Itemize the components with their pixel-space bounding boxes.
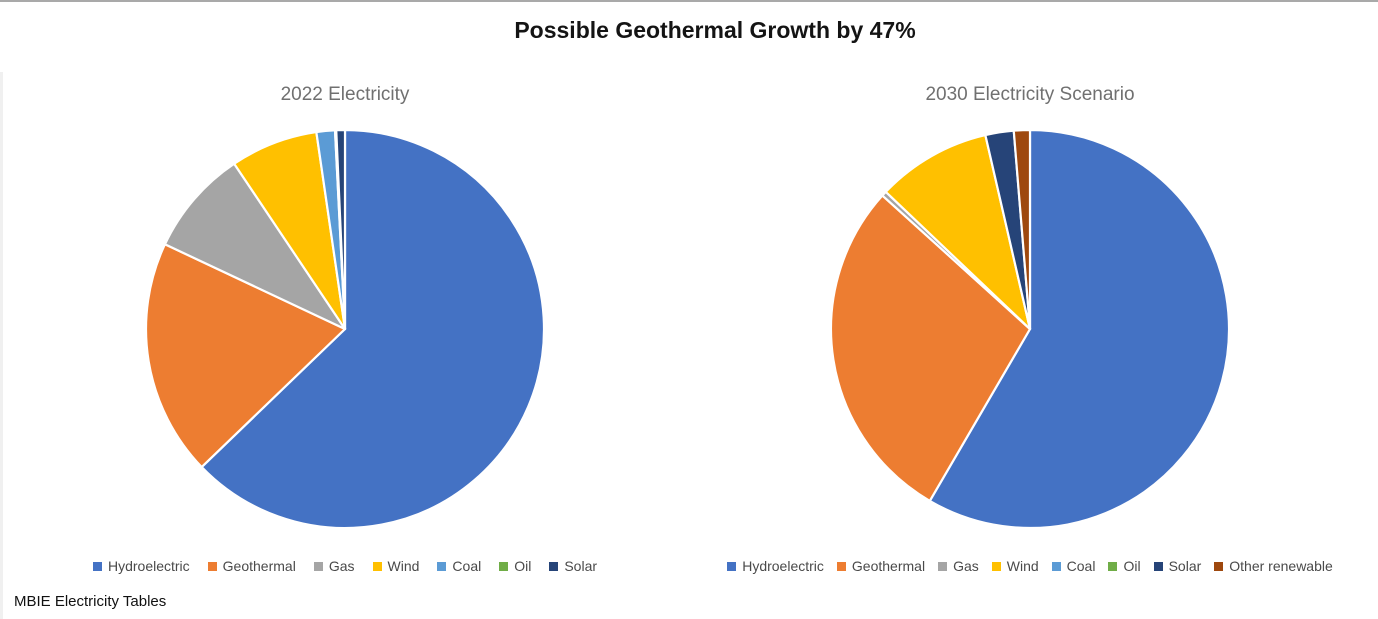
chart-title-2030: 2030 Electricity Scenario <box>925 84 1135 105</box>
legend-swatch-coal <box>1051 561 1061 571</box>
legend-label: Hydroelectric <box>107 558 190 574</box>
legend-label: Wind <box>387 558 420 574</box>
pie-slice-hydroelectric <box>200 128 546 530</box>
pie-slice-gas <box>163 162 347 331</box>
legend-label: Oil <box>1123 558 1141 574</box>
legend-label: Coal <box>1066 558 1096 574</box>
pie-chart-2030 <box>829 128 1231 530</box>
legend-2022: Hydroelectric Geothermal Gas Wind Coal Oil Sol… <box>45 556 645 576</box>
pie-chart-2022 <box>144 128 546 530</box>
legend-label: Other renewable <box>1229 558 1333 574</box>
pie-slice-geothermal <box>144 243 347 469</box>
legend-label: Solar <box>564 558 598 574</box>
pie-slice-geothermal <box>829 194 1032 503</box>
legend-label: Gas <box>328 558 355 574</box>
legend-swatch-wind <box>372 561 382 571</box>
legend-swatch-oil <box>499 561 509 571</box>
legend-label: Coal <box>452 558 482 574</box>
legend-item-wind: Wind <box>372 558 420 574</box>
legend-swatch-solar <box>1153 561 1163 571</box>
legend-item-coal: Coal <box>1051 558 1096 574</box>
legend-label: Hydroelectric <box>742 558 824 574</box>
legend-item-geothermal: Geothermal <box>836 558 926 574</box>
legend-swatch-gas <box>313 561 323 571</box>
chart-title-2022: 2022 Electricity <box>280 84 410 105</box>
legend-label: Gas <box>953 558 979 574</box>
legend-label: Solar <box>1168 558 1202 574</box>
legend-item-wind: Wind <box>991 558 1039 574</box>
pie-slice-solar <box>335 128 347 331</box>
legend-swatch-hydroelectric <box>727 561 737 571</box>
pie-slice-wind <box>884 133 1032 331</box>
legend-item-other-renewable: Other renewable <box>1214 558 1333 574</box>
page-title: Possible Geothermal Growth by 47% <box>514 17 916 43</box>
left-edge-line <box>0 72 3 619</box>
legend-item-hydroelectric: Hydroelectric <box>727 558 824 574</box>
legend-item-solar: Solar <box>1153 558 1202 574</box>
legend-item-oil: Oil <box>499 558 531 574</box>
legend-item-gas: Gas <box>938 558 979 574</box>
legend-label: Oil <box>514 558 532 574</box>
legend-swatch-geothermal <box>836 561 846 571</box>
legend-item-gas: Gas <box>313 558 355 574</box>
legend-swatch-wind <box>991 561 1001 571</box>
legend-swatch-coal <box>437 561 447 571</box>
legend-swatch-hydroelectric <box>92 561 102 571</box>
pie-slice-hydroelectric <box>928 128 1231 530</box>
legend-item-solar: Solar <box>549 558 597 574</box>
top-divider-line <box>0 0 1378 2</box>
legend-item-coal: Coal <box>437 558 481 574</box>
legend-swatch-other-renewable <box>1214 561 1224 571</box>
legend-label: Geothermal <box>222 558 296 574</box>
legend-swatch-oil <box>1108 561 1118 571</box>
legend-label: Wind <box>1006 558 1039 574</box>
legend-item-geothermal: Geothermal <box>207 558 296 574</box>
legend-item-hydroelectric: Hydroelectric <box>92 558 190 574</box>
source-note: MBIE Electricity Tables <box>14 593 167 610</box>
legend-2030: Hydroelectric Geothermal Gas Wind Coal Oil Sol… <box>715 556 1345 576</box>
pie-slice-other-renewable <box>1012 128 1032 331</box>
legend-item-oil: Oil <box>1108 558 1141 574</box>
legend-swatch-gas <box>938 561 948 571</box>
legend-label: Geothermal <box>851 558 926 574</box>
legend-swatch-geothermal <box>207 561 217 571</box>
legend-swatch-solar <box>549 561 559 571</box>
